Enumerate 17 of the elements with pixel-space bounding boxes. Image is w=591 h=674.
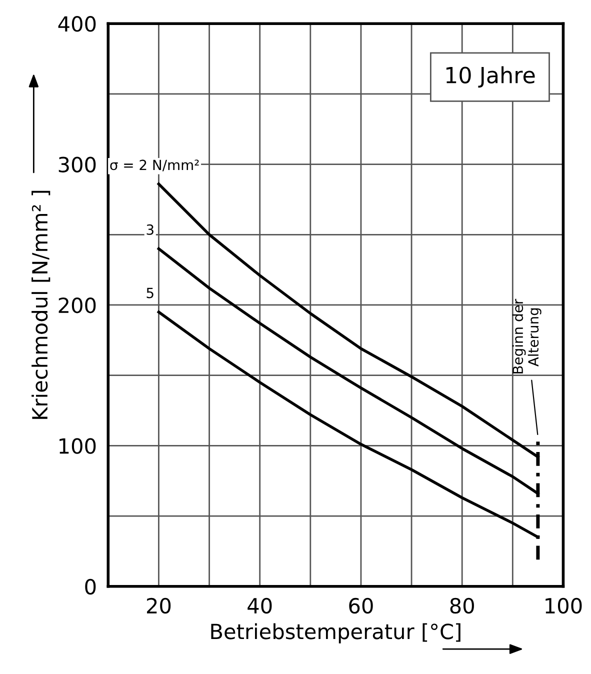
x-tick-label: 80 (450, 598, 474, 614)
series-label: 5 (146, 288, 154, 298)
x-tick-label: 40 (248, 598, 272, 614)
annotation: Beginn der Alterung (512, 298, 542, 374)
y-tick-label: 0 (85, 578, 96, 595)
series-label: σ = 2 N/mm² (110, 160, 199, 172)
x-tick-label: 100 (546, 598, 582, 614)
y-tick-label: 100 (60, 438, 96, 454)
x-axis-title: Betriebstemperatur [°C] (211, 623, 460, 644)
y-tick-label: 400 (58, 16, 96, 32)
y-tick-label: 200 (58, 297, 96, 314)
y-axis-title: Kriechmodul [N/mm² ] (32, 190, 50, 419)
series-label: 3 (146, 224, 154, 235)
x-tick-label: 60 (349, 598, 373, 614)
y-tick-label: 300 (58, 156, 96, 172)
x-tick-label: 20 (146, 598, 171, 614)
annotation: 10 Jahre (446, 66, 535, 88)
